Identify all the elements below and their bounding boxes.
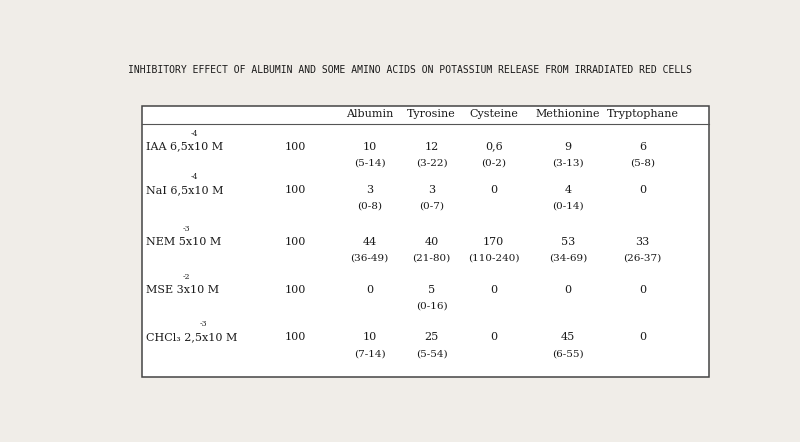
Text: (0-8): (0-8) xyxy=(357,202,382,211)
Text: Tyrosine: Tyrosine xyxy=(407,109,456,118)
Text: 100: 100 xyxy=(285,185,306,195)
Text: 3: 3 xyxy=(428,185,435,195)
Text: -4: -4 xyxy=(191,173,198,181)
Text: (110-240): (110-240) xyxy=(468,254,519,263)
Text: 40: 40 xyxy=(425,237,439,247)
Text: 10: 10 xyxy=(362,141,377,152)
Text: 170: 170 xyxy=(483,237,504,247)
Text: 25: 25 xyxy=(425,332,439,342)
Text: (0-14): (0-14) xyxy=(552,202,584,211)
Text: (34-69): (34-69) xyxy=(549,254,587,263)
Text: Cysteine: Cysteine xyxy=(470,109,518,118)
Text: 0: 0 xyxy=(639,285,646,294)
Text: Methionine: Methionine xyxy=(536,109,600,118)
Text: CHCl₃ 2,5x10 M: CHCl₃ 2,5x10 M xyxy=(146,332,238,342)
Text: (0-16): (0-16) xyxy=(416,301,447,310)
Text: 0: 0 xyxy=(490,332,498,342)
Text: 100: 100 xyxy=(285,141,306,152)
Text: 0: 0 xyxy=(639,332,646,342)
Text: 0: 0 xyxy=(639,185,646,195)
Text: 100: 100 xyxy=(285,237,306,247)
Text: (3-13): (3-13) xyxy=(552,159,584,168)
Text: (26-37): (26-37) xyxy=(623,254,662,263)
Text: 0,6: 0,6 xyxy=(485,141,502,152)
Text: 44: 44 xyxy=(362,237,377,247)
Text: IAA 6,5x10 M: IAA 6,5x10 M xyxy=(146,141,224,152)
Text: -3: -3 xyxy=(182,225,190,233)
Text: Tryptophane: Tryptophane xyxy=(606,109,678,118)
Text: NaI 6,5x10 M: NaI 6,5x10 M xyxy=(146,185,224,195)
Text: 4: 4 xyxy=(565,185,572,195)
Text: NEM 5x10 M: NEM 5x10 M xyxy=(146,237,222,247)
Text: (36-49): (36-49) xyxy=(350,254,389,263)
Text: -2: -2 xyxy=(182,273,190,281)
Text: (3-22): (3-22) xyxy=(416,159,447,168)
Text: 6: 6 xyxy=(639,141,646,152)
Text: (21-80): (21-80) xyxy=(413,254,451,263)
Text: 33: 33 xyxy=(635,237,650,247)
Text: 45: 45 xyxy=(561,332,575,342)
Text: 9: 9 xyxy=(565,141,572,152)
Text: 100: 100 xyxy=(285,332,306,342)
Text: -4: -4 xyxy=(191,130,198,138)
Text: 5: 5 xyxy=(428,285,435,294)
Text: 0: 0 xyxy=(490,285,498,294)
Text: INHIBITORY EFFECT OF ALBUMIN AND SOME AMINO ACIDS ON POTASSIUM RELEASE FROM IRRA: INHIBITORY EFFECT OF ALBUMIN AND SOME AM… xyxy=(128,65,692,75)
Text: 0: 0 xyxy=(565,285,572,294)
Text: 10: 10 xyxy=(362,332,377,342)
Text: (5-14): (5-14) xyxy=(354,159,386,168)
Text: 100: 100 xyxy=(285,285,306,294)
Text: -3: -3 xyxy=(200,320,208,328)
Text: (7-14): (7-14) xyxy=(354,349,386,358)
Text: (0-2): (0-2) xyxy=(482,159,506,168)
Text: MSE 3x10 M: MSE 3x10 M xyxy=(146,285,220,294)
Text: (0-7): (0-7) xyxy=(419,202,444,211)
Text: 53: 53 xyxy=(561,237,575,247)
Text: (6-55): (6-55) xyxy=(552,349,584,358)
Text: 0: 0 xyxy=(490,185,498,195)
Text: Albumin: Albumin xyxy=(346,109,394,118)
Text: 3: 3 xyxy=(366,185,374,195)
Text: 12: 12 xyxy=(425,141,439,152)
Text: (5-8): (5-8) xyxy=(630,159,655,168)
Text: (5-54): (5-54) xyxy=(416,349,447,358)
Text: 0: 0 xyxy=(366,285,374,294)
